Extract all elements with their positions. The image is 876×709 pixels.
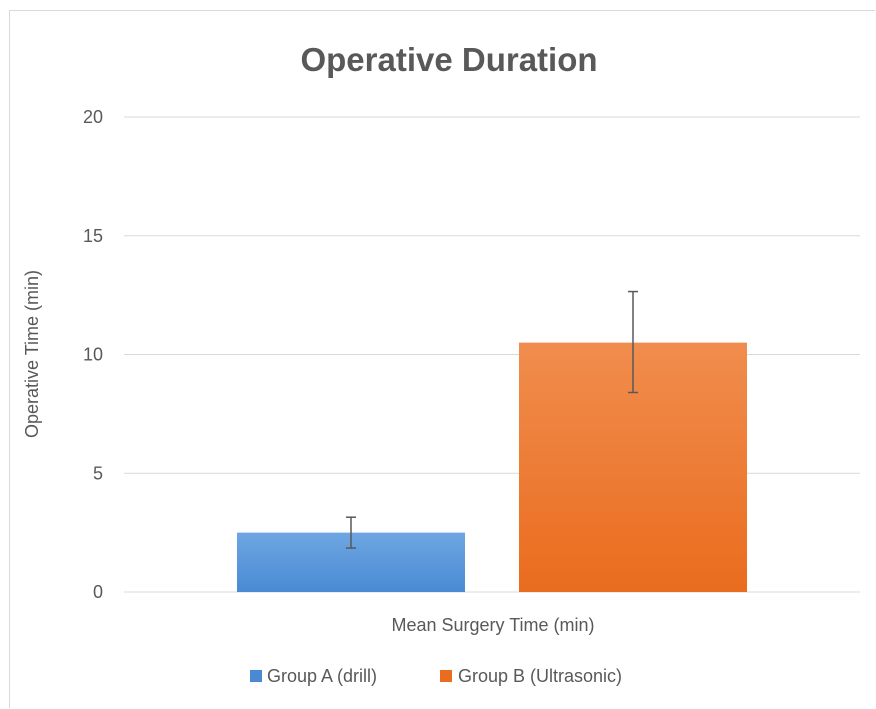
y-axis-ticks: 0 5 10 15 20 xyxy=(83,107,103,602)
y-tick-label: 15 xyxy=(83,226,103,246)
y-tick-label: 10 xyxy=(83,345,103,365)
x-axis-title: Mean Surgery Time (min) xyxy=(391,615,594,635)
y-tick-label: 5 xyxy=(93,463,103,483)
bars xyxy=(237,342,747,592)
chart-frame xyxy=(9,10,875,708)
y-tick-label: 20 xyxy=(83,107,103,127)
legend-swatch xyxy=(440,670,452,682)
chart-title: Operative Duration xyxy=(300,41,597,78)
legend-label: Group B (Ultrasonic) xyxy=(458,666,622,686)
legend-label: Group A (drill) xyxy=(267,666,377,686)
legend-swatch xyxy=(250,670,262,682)
y-tick-label: 0 xyxy=(93,582,103,602)
y-axis-title: Operative Time (min) xyxy=(22,270,42,438)
legend: Group A (drill) Group B (Ultrasonic) xyxy=(250,666,622,686)
error-bars xyxy=(346,290,638,549)
gridlines xyxy=(124,116,860,593)
